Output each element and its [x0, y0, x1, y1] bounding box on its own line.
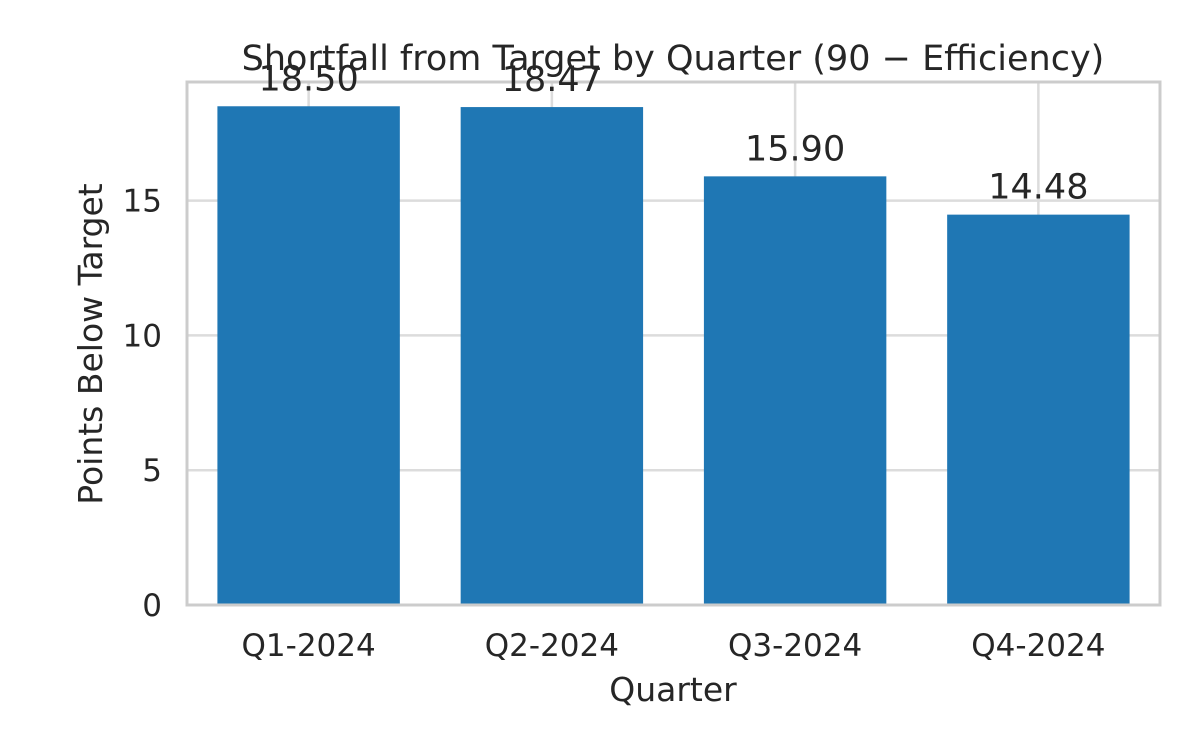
bars-layer: [217, 106, 1130, 606]
x-tick-labels: Q1-2024 Q2-2024 Q3-2024 Q4-2024: [242, 628, 1106, 664]
bar-q4-2024: [947, 214, 1130, 605]
x-tick-label: Q1-2024: [242, 628, 376, 664]
bar-q3-2024: [703, 176, 887, 606]
data-label: 14.48: [988, 168, 1088, 208]
y-tick-label: 5: [142, 453, 162, 489]
y-axis-title: Points Below Target: [71, 183, 110, 505]
x-tick-label: Q4-2024: [971, 628, 1105, 664]
y-tick-labels: 0 5 10 15: [123, 184, 162, 624]
x-tick-label: Q3-2024: [728, 628, 862, 664]
bar-q1-2024: [217, 106, 400, 606]
data-label: 18.50: [259, 59, 359, 99]
data-label: 15.90: [745, 129, 845, 169]
y-tick-label: 0: [142, 588, 162, 624]
chart-title: Shortfall from Target by Quarter (90 − E…: [242, 39, 1105, 79]
data-labels: 18.50 18.47 15.90 14.48: [259, 59, 1089, 207]
y-tick-label: 10: [123, 318, 162, 354]
data-label: 18.47: [502, 60, 602, 100]
x-axis-title: Quarter: [609, 670, 737, 709]
x-tick-label: Q2-2024: [485, 628, 619, 664]
plot-area-frame: [185, 80, 1162, 607]
bar-q2-2024: [460, 107, 644, 605]
y-tick-label: 15: [123, 184, 162, 220]
